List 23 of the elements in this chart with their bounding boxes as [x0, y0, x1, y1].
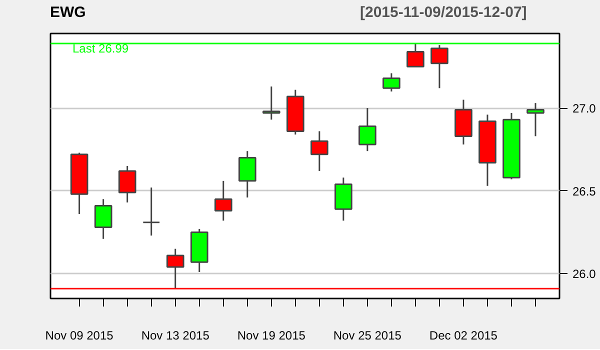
candlestick	[382, 72, 400, 92]
chart-title: EWG	[50, 3, 86, 23]
x-tick-label: Nov 19 2015	[237, 328, 306, 342]
candlestick	[214, 180, 232, 222]
x-tick-label: Nov 25 2015	[333, 328, 402, 342]
y-tick-label: 26.0	[572, 267, 596, 282]
x-tick-label: Dec 02 2015	[429, 328, 498, 342]
annotation: Last 26.99	[72, 42, 129, 56]
x-tick-label: Nov 13 2015	[141, 328, 210, 342]
candlestick	[238, 150, 256, 198]
candlestick	[430, 44, 448, 89]
candlestick	[406, 42, 424, 68]
candlestick	[94, 198, 112, 240]
candlestick	[118, 165, 136, 204]
candlestick	[262, 86, 280, 120]
candlestick	[142, 186, 160, 236]
chart-subtitle: [2015-11-09/2015-12-07]	[360, 3, 527, 23]
y-tick-label: 26.5	[572, 184, 596, 198]
y-tick-label: 27.0	[572, 102, 596, 116]
candlestick	[358, 107, 376, 152]
x-tick-label: Nov 09 2015	[45, 328, 114, 342]
candlestick	[526, 102, 544, 137]
candlestick	[310, 130, 328, 172]
